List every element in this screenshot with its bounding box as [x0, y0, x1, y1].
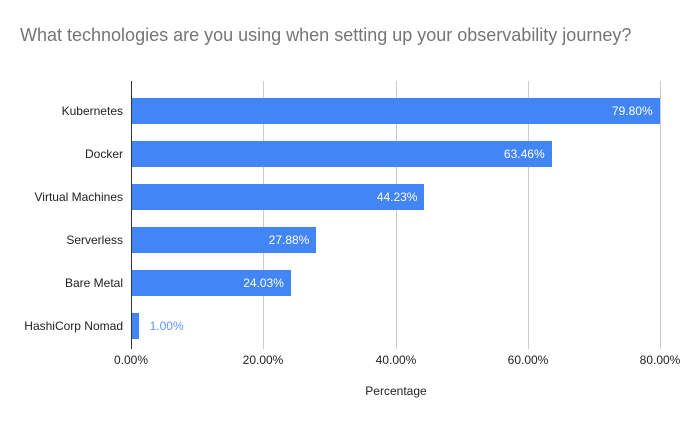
bar-value-label: 44.23% [376, 190, 418, 205]
x-tick-label: 80.00% [639, 353, 681, 367]
category-label: Docker [84, 147, 123, 162]
bar[interactable]: 63.46% [132, 141, 552, 168]
bar-value-label: 24.03% [243, 276, 284, 291]
bar[interactable]: 27.88% [132, 227, 317, 254]
bar[interactable] [132, 313, 139, 340]
x-tick-label: 20.00% [242, 353, 284, 367]
category-label: Kubernetes [61, 104, 123, 119]
category-label: HashiCorp Nomad [24, 319, 123, 334]
bar-value-label: 63.46% [503, 147, 545, 162]
bar[interactable]: 24.03% [132, 270, 291, 297]
gridline [528, 81, 529, 349]
gridline [263, 81, 264, 349]
bar-value-label: 1.00% [149, 319, 184, 334]
bar[interactable]: 44.23% [132, 184, 425, 211]
gridline [396, 81, 397, 349]
bar[interactable]: 79.80% [132, 98, 660, 125]
x-tick-label: 60.00% [507, 353, 549, 367]
bar-value-label: 79.80% [611, 104, 653, 119]
category-label: Bare Metal [64, 276, 123, 291]
chart-title: What technologies are you using when set… [20, 25, 632, 45]
x-tick-label: 40.00% [375, 353, 417, 367]
y-axis-baseline [131, 81, 132, 349]
category-label: Virtual Machines [34, 190, 124, 205]
bar-value-label: 27.88% [268, 233, 310, 248]
x-axis-label: Percentage [365, 384, 427, 398]
gridline [660, 81, 661, 349]
category-label: Serverless [66, 233, 123, 248]
x-tick-label: 0.00% [113, 353, 149, 367]
